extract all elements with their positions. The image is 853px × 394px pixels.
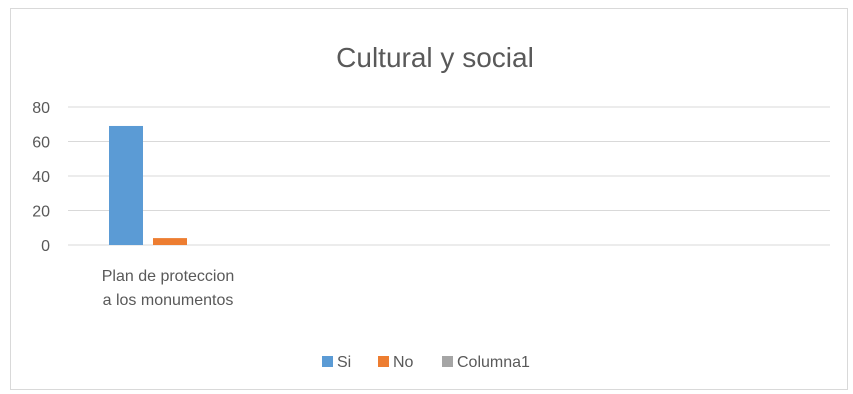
chart-title: Cultural y social xyxy=(336,42,534,73)
bar-no xyxy=(153,238,187,245)
y-tick-label: 40 xyxy=(32,169,50,186)
category-labels: Plan de proteccion a los monumentos xyxy=(102,268,235,309)
y-tick-label: 0 xyxy=(41,238,50,255)
category-label: Plan de proteccion xyxy=(102,268,235,285)
bar-si xyxy=(109,125,143,245)
legend: Si No Columna1 xyxy=(322,354,530,371)
category-label: a los monumentos xyxy=(103,292,234,309)
legend-label: Si xyxy=(337,354,351,371)
legend-swatch-no xyxy=(378,356,389,367)
bars xyxy=(109,125,187,245)
grid-lines xyxy=(68,106,830,246)
legend-swatch-columna1 xyxy=(442,356,453,367)
legend-label: No xyxy=(393,354,414,371)
legend-swatch-si xyxy=(322,356,333,367)
chart-frame xyxy=(10,8,848,390)
y-axis-ticks: 0 20 40 60 80 xyxy=(32,100,50,255)
y-tick-label: 80 xyxy=(32,100,50,117)
y-tick-label: 20 xyxy=(32,204,50,221)
legend-label: Columna1 xyxy=(457,354,530,371)
y-tick-label: 60 xyxy=(32,135,50,152)
